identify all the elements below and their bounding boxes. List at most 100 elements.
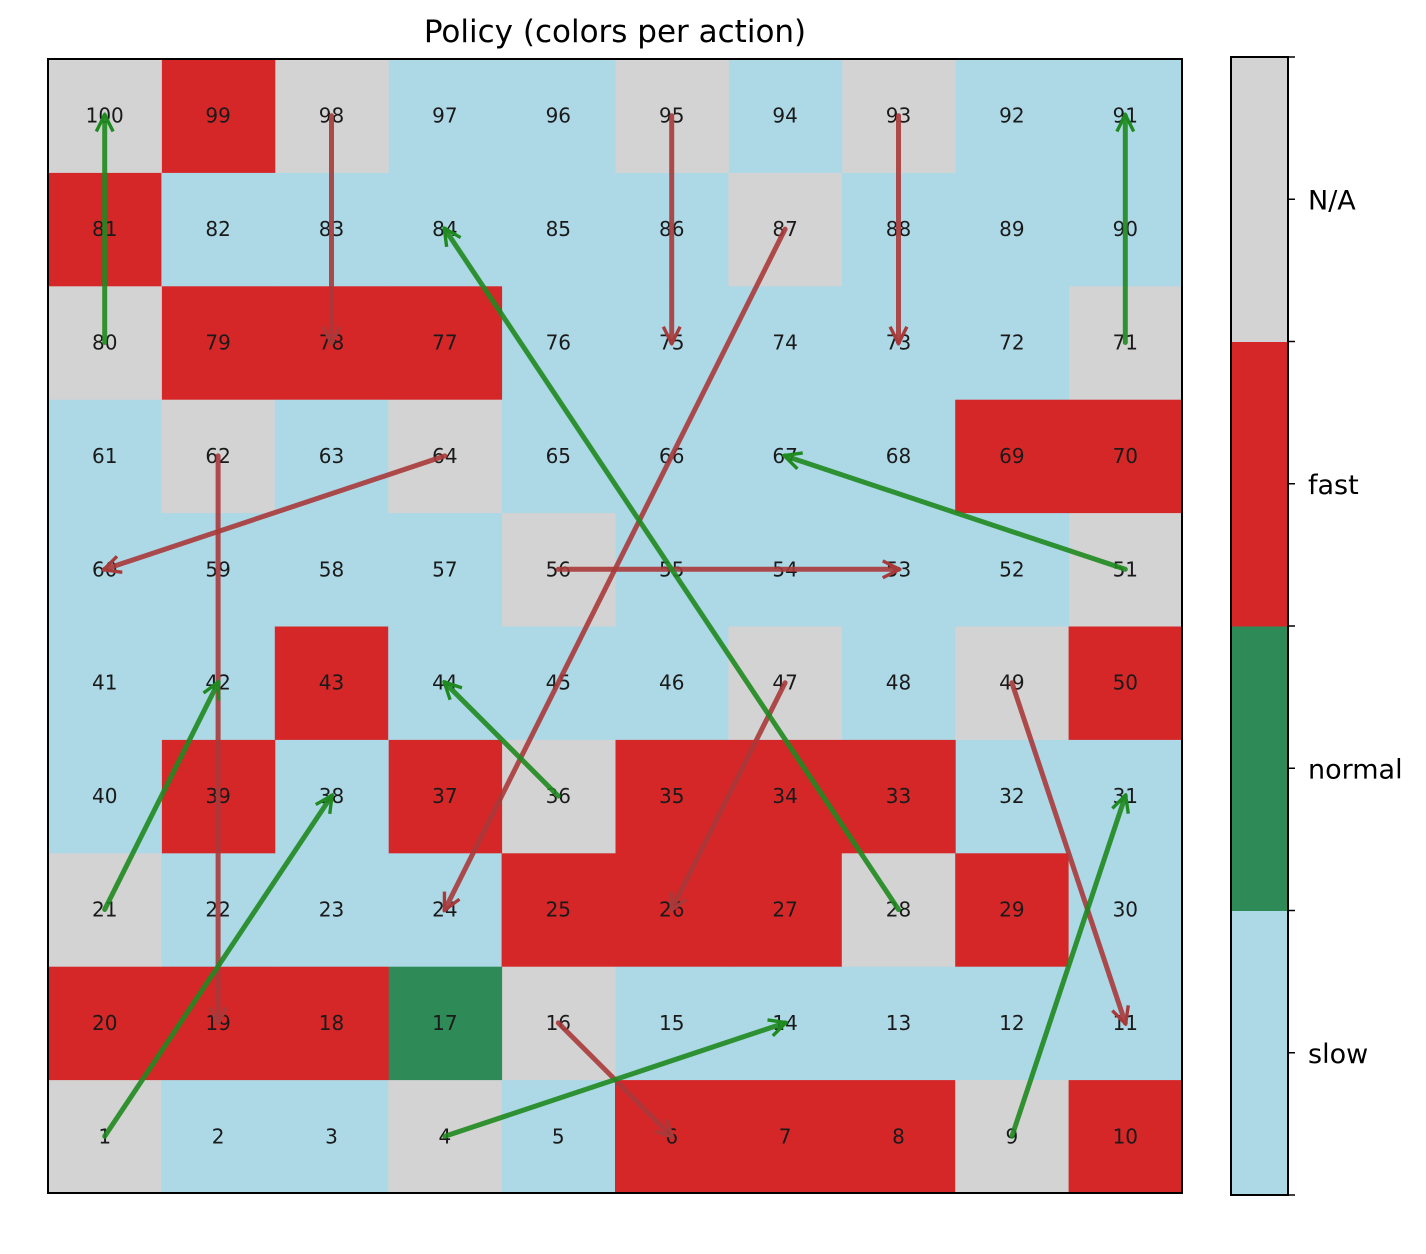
cell-label-50: 50 [1113, 671, 1138, 695]
cell-43 [274, 626, 389, 740]
cell-label-89: 89 [999, 217, 1024, 241]
cell-29 [955, 852, 1070, 967]
cell-17 [388, 966, 503, 1081]
cell-92 [955, 59, 1070, 173]
colorbar-segment-slow [1231, 910, 1288, 1196]
cell-label-10: 10 [1113, 1124, 1138, 1148]
cell-label-70: 70 [1113, 444, 1138, 468]
cell-label-85: 85 [546, 217, 571, 241]
cell-33 [841, 739, 956, 854]
cell-label-97: 97 [432, 104, 457, 128]
cell-label-18: 18 [319, 1011, 344, 1035]
ladder-arrow-51-to-67 [785, 456, 1128, 572]
cell-label-2: 2 [212, 1124, 225, 1148]
transition-arrows [105, 116, 1126, 1137]
cell-label-63: 63 [319, 444, 344, 468]
cell-label-17: 17 [432, 1011, 457, 1035]
colorbar-label-slow: slow [1308, 1039, 1368, 1070]
cell-label-40: 40 [92, 784, 117, 808]
cell-23 [274, 852, 389, 967]
ladder-arrow-28-to-84 [445, 229, 901, 912]
cell-label-68: 68 [886, 444, 911, 468]
cell-label-7: 7 [779, 1124, 792, 1148]
cell-label-8: 8 [892, 1124, 905, 1148]
cell-label-15: 15 [659, 1011, 684, 1035]
cell-96 [501, 59, 616, 173]
cell-41 [48, 626, 162, 740]
cell-18 [274, 966, 389, 1081]
cell-46 [615, 626, 729, 740]
cell-label-96: 96 [546, 104, 571, 128]
cell-20 [48, 966, 162, 1081]
colorbar-segment-na [1231, 57, 1288, 342]
cell-label-72: 72 [999, 331, 1024, 355]
colorbar-segment-normal [1231, 626, 1288, 911]
cell-label-30: 30 [1113, 898, 1138, 922]
cell-label-13: 13 [886, 1011, 911, 1035]
chart-title: Policy (colors per action) [424, 14, 806, 50]
cell-label-46: 46 [659, 671, 684, 695]
cell-8 [841, 1079, 956, 1194]
cell-label-41: 41 [92, 671, 117, 695]
cell-89 [955, 172, 1070, 287]
cell-58 [274, 512, 389, 627]
cell-label-27: 27 [772, 898, 797, 922]
colorbar-frame [1230, 56, 1289, 1196]
cell-label-23: 23 [319, 898, 344, 922]
cell-70 [1068, 399, 1183, 514]
cell-label-48: 48 [886, 671, 911, 695]
ladder-arrow-4-to-14 [442, 1023, 785, 1139]
cell-label-77: 77 [432, 331, 457, 355]
cell-77 [388, 285, 503, 400]
cell-label-57: 57 [432, 557, 457, 581]
cell-61 [48, 399, 162, 514]
cell-label-76: 76 [546, 331, 571, 355]
cell-7 [728, 1079, 843, 1194]
cell-10 [1068, 1079, 1183, 1194]
cell-label-79: 79 [205, 331, 230, 355]
cell-79 [161, 285, 276, 400]
cell-label-12: 12 [999, 1011, 1024, 1035]
cell-97 [388, 59, 503, 173]
plot-frame [47, 58, 1183, 1194]
cell-label-94: 94 [772, 104, 797, 128]
cell-13 [841, 966, 956, 1081]
cell-85 [501, 172, 616, 287]
cell-label-58: 58 [319, 557, 344, 581]
cell-57 [388, 512, 503, 627]
cell-label-69: 69 [999, 444, 1024, 468]
cell-label-3: 3 [325, 1124, 338, 1148]
ladder-arrow-21-to-42 [102, 683, 221, 912]
cell-48 [841, 626, 956, 740]
cell-label-25: 25 [546, 898, 571, 922]
snake-arrow-47-to-26 [669, 680, 788, 910]
colorbar-segment-fast [1231, 341, 1288, 627]
cell-label-61: 61 [92, 444, 117, 468]
ladder-arrow-36-to-44 [445, 683, 561, 799]
ladder-arrow-9-to-31 [1009, 796, 1125, 1139]
cell-99 [161, 59, 276, 173]
cell-label-33: 33 [886, 784, 911, 808]
cell-82 [161, 172, 276, 287]
colorbar-label-normal: normal [1308, 754, 1403, 785]
colorbar-label-fast: fast [1308, 470, 1359, 501]
cell-label-43: 43 [319, 671, 344, 695]
cell-25 [501, 852, 616, 967]
cell-label-5: 5 [552, 1124, 565, 1148]
cell-27 [728, 852, 843, 967]
snake-arrow-87-to-24 [442, 226, 788, 909]
cell-label-32: 32 [999, 784, 1024, 808]
cell-2 [161, 1079, 276, 1194]
cell-label-52: 52 [999, 557, 1024, 581]
colorbar-label-na: N/A [1308, 185, 1356, 216]
cell-label-99: 99 [205, 104, 230, 128]
cell-label-65: 65 [546, 444, 571, 468]
cell-label-29: 29 [999, 898, 1024, 922]
cell-label-35: 35 [659, 784, 684, 808]
cell-label-20: 20 [92, 1011, 117, 1035]
board-cells [48, 59, 1183, 1194]
cell-label-82: 82 [205, 217, 230, 241]
cell-label-37: 37 [432, 784, 457, 808]
ladder-arrow-1-to-38 [102, 796, 332, 1139]
